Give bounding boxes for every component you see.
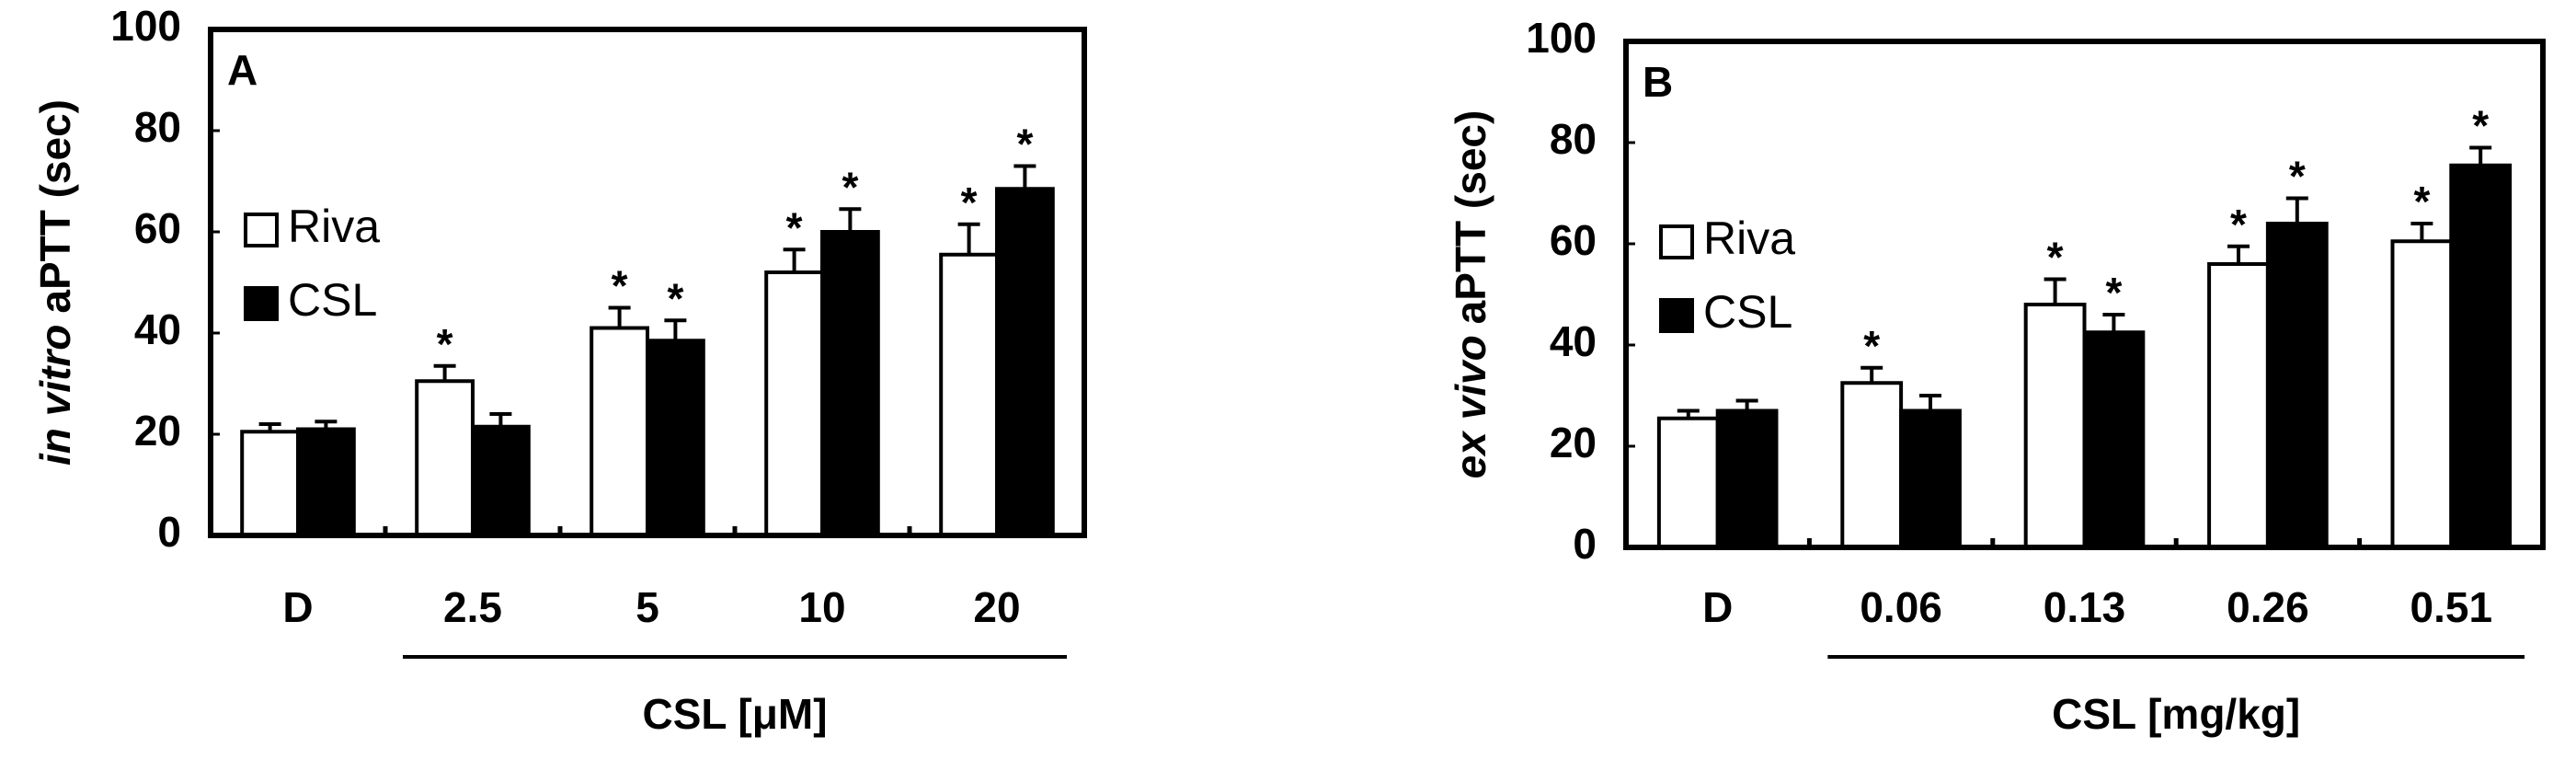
bar [415,379,475,537]
y-axis-label-italic: ex vivo [1447,335,1494,478]
x-tick-label: 0.13 [2044,583,2126,631]
y-axis-label-text: aPTT (sec) [1447,110,1494,325]
significance-mark: * [2472,102,2489,150]
x-tick-label: 0.51 [2410,583,2493,631]
x-tick-label: 10 [798,583,845,631]
bar [1715,408,1779,549]
x-tick-label: 2.5 [443,583,502,631]
bar [471,424,531,537]
bar [939,252,1000,537]
y-tick-label: 20 [1550,419,1597,466]
x-axis-label: CSL [μM] [642,690,827,738]
bar [2023,303,2087,549]
legend-label: CSL [288,274,377,326]
y-tick-label: 40 [1550,317,1597,365]
bar [590,326,650,537]
significance-mark: * [437,320,453,368]
y-tick-label: 100 [1526,14,1597,62]
y-tick-label: 80 [1550,115,1597,163]
x-tick-label: 20 [973,583,1020,631]
x-tick-label: D [1702,583,1733,631]
significance-mark: * [1863,322,1880,370]
bar [296,427,356,537]
x-tick-label: D [282,583,313,631]
x-tick-label: 0.06 [1860,583,1942,631]
y-tick-label: 100 [110,2,181,50]
significance-mark: * [2047,234,2064,282]
bar [820,230,880,537]
significance-mark: * [961,178,978,226]
y-tick-label: 60 [134,204,181,252]
legend-swatch [244,286,279,321]
legend-label: CSL [1703,286,1792,338]
y-tick-label: 20 [134,407,181,454]
significance-mark: * [2289,153,2306,201]
plot-frame [208,27,1087,538]
bar [646,339,705,537]
bar [240,430,301,537]
bar [2449,163,2513,549]
significance-mark: * [2230,201,2247,248]
significance-mark: * [786,203,803,251]
bar [2082,330,2146,549]
bar [2207,262,2270,549]
y-axis-label-italic: in vitro [31,325,79,466]
bar [2390,239,2454,549]
significance-mark: * [1016,121,1033,168]
bar [995,187,1055,537]
legend-label: Riva [288,201,380,252]
y-axis-label: in vitro aPTT (sec) [31,99,79,466]
bar [2265,222,2329,549]
bar [764,270,825,537]
legend-label: Riva [1703,213,1795,264]
bar [1899,408,1962,549]
x-tick-label: 5 [635,583,659,631]
x-axis-label: CSL [mg/kg] [2052,690,2300,738]
panel-label: B [1643,58,1673,106]
bar [1656,416,1720,549]
y-tick-label: 60 [1550,216,1597,264]
y-tick-label: 40 [134,305,181,353]
bar [1840,381,1904,549]
legend-swatch [244,213,279,247]
significance-mark: * [667,274,683,322]
legend-swatch [1659,298,1694,333]
plot-frame [1623,39,2546,550]
significance-mark: * [841,163,858,211]
x-tick-label: 0.26 [2227,583,2309,631]
y-axis-label-text: aPTT (sec) [31,99,79,314]
significance-mark: * [612,262,628,310]
significance-mark: * [2105,269,2122,316]
y-tick-label: 0 [157,508,181,556]
y-tick-label: 0 [1573,520,1597,568]
significance-mark: * [2413,178,2430,225]
y-tick-label: 80 [134,103,181,151]
legend-swatch [1659,224,1694,259]
panel-label: A [227,46,258,94]
y-axis-label: ex vivo aPTT (sec) [1447,110,1494,479]
